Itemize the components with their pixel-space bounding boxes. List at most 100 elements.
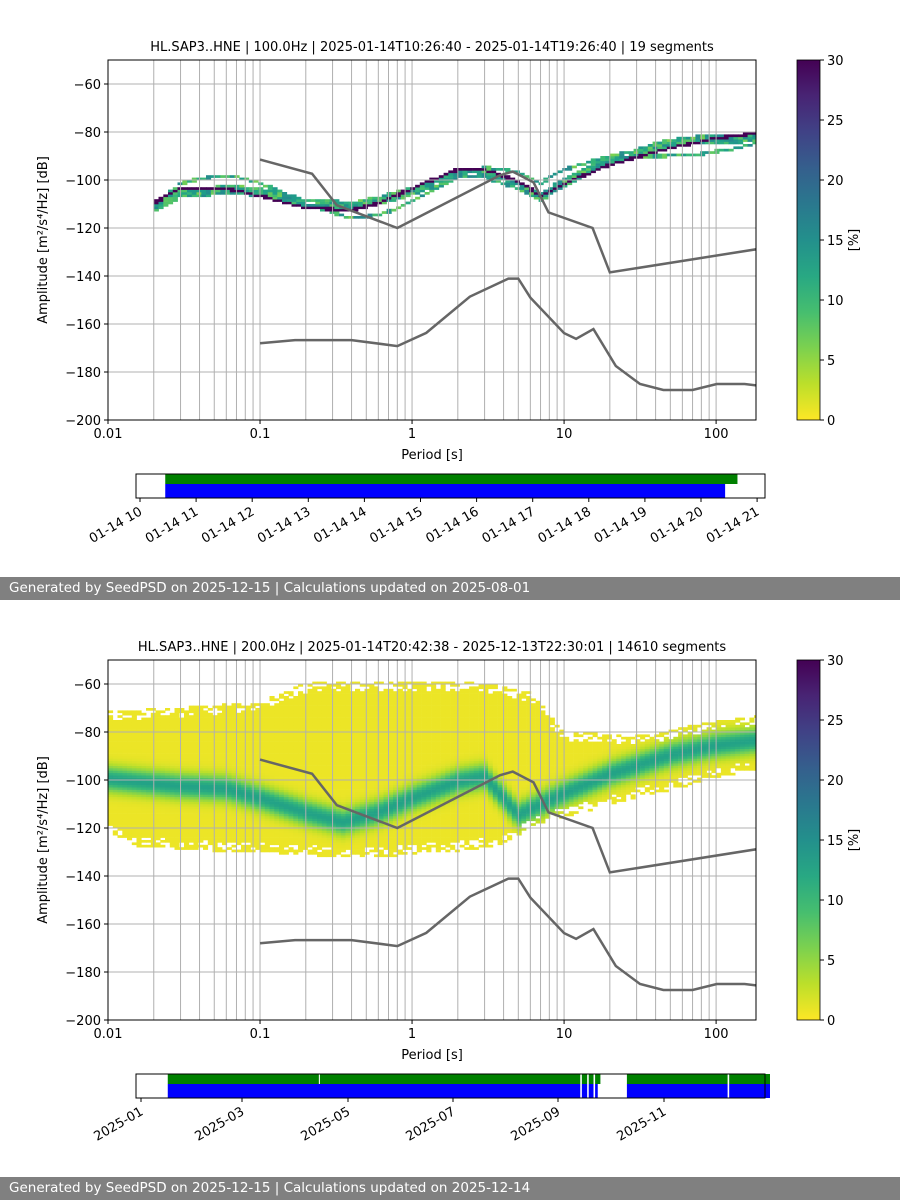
density-cell: [340, 780, 346, 783]
density-cell: [453, 170, 459, 174]
density-cell: [193, 732, 199, 735]
density-cell: [421, 828, 427, 831]
density-cell: [336, 811, 342, 814]
density-cell: [207, 729, 213, 733]
density-cell: [198, 768, 204, 771]
density-cell: [193, 758, 199, 762]
density-cell: [248, 189, 254, 193]
density-cell: [336, 792, 342, 795]
density-cell: [340, 789, 346, 793]
density-cell: [188, 801, 194, 805]
density-cell: [426, 763, 432, 766]
density-cell: [421, 722, 427, 726]
density-cell: [345, 828, 351, 831]
density-cell: [179, 777, 185, 781]
density-cell: [416, 813, 422, 817]
density-cell: [241, 717, 247, 721]
density-cell: [127, 739, 133, 742]
density-cell: [438, 177, 444, 181]
density-cell: [340, 698, 346, 702]
density-cell: [108, 724, 114, 728]
density-cell: [225, 187, 231, 190]
density-cell: [255, 806, 261, 810]
density-cell: [317, 823, 323, 826]
density-cell: [241, 840, 247, 843]
ppsd-panel-1: HL.SAP3..HNE | 100.0Hz | 2025-01-14T10:2…: [36, 40, 862, 547]
density-cell: [374, 777, 380, 781]
density-cell: [160, 756, 166, 759]
density-cell: [174, 840, 180, 843]
density-cell: [141, 794, 147, 798]
density-cell: [364, 708, 370, 711]
density-cell: [421, 787, 427, 790]
density-cell: [108, 770, 114, 774]
density-cell: [345, 729, 351, 733]
density-cell: [369, 722, 375, 726]
density-cell: [524, 184, 530, 188]
density-cell: [298, 758, 304, 762]
density-cell: [350, 715, 356, 718]
density-cell: [131, 729, 137, 733]
density-cell: [340, 703, 346, 706]
density-cell: [272, 189, 278, 193]
density-cell: [160, 825, 166, 829]
density-cell: [321, 686, 327, 690]
density-cell: [369, 729, 375, 733]
density-cell: [127, 772, 133, 776]
density-cell: [298, 684, 304, 687]
density-cell: [241, 736, 247, 740]
density-cell: [217, 837, 223, 841]
density-cell: [260, 775, 266, 778]
density-cell: [495, 180, 501, 183]
density-cell: [222, 758, 228, 762]
density-cell: [283, 698, 289, 702]
density-cell: [207, 801, 213, 805]
density-cell: [317, 703, 323, 706]
density-cell: [412, 724, 418, 728]
density-cell: [141, 830, 147, 834]
density-cell: [226, 820, 232, 824]
density-cell: [191, 194, 197, 198]
density-cell: [193, 708, 199, 711]
density-cell: [359, 770, 365, 774]
density-cell: [117, 744, 123, 747]
density-cell: [283, 825, 289, 829]
density-cell: [662, 146, 668, 150]
density-cell: [312, 691, 318, 694]
density-cell: [317, 715, 323, 718]
density-cell: [364, 727, 370, 730]
density-cell: [184, 811, 190, 814]
density-cell: [277, 189, 283, 193]
density-cell: [340, 854, 346, 858]
density-cell: [355, 804, 361, 807]
density-cell: [283, 808, 289, 812]
density-cell: [369, 835, 375, 838]
density-cell: [222, 772, 228, 776]
density-cell: [378, 751, 384, 754]
density-cell: [343, 216, 349, 219]
density-cell: [131, 763, 137, 766]
density-cell: [127, 717, 133, 721]
density-cell: [279, 775, 285, 778]
density-cell: [112, 729, 118, 733]
density-cell: [412, 698, 418, 702]
density-cell: [317, 837, 323, 841]
density-cell: [340, 801, 346, 805]
density-cell: [236, 823, 242, 826]
density-cell: [122, 801, 128, 805]
density-cell: [136, 823, 142, 826]
density-cell: [165, 765, 171, 769]
density-cell: [207, 830, 213, 834]
density-cell: [381, 199, 387, 202]
density-cell: [253, 192, 259, 195]
density-cell: [628, 158, 634, 162]
density-cell: [336, 852, 342, 855]
density-cell: [231, 796, 237, 800]
density-cell: [179, 768, 185, 771]
density-cell: [217, 825, 223, 829]
density-cell: [279, 794, 285, 798]
density-cell: [112, 775, 118, 778]
density-cell: [179, 756, 185, 759]
density-cell: [174, 806, 180, 810]
density-cell: [188, 720, 194, 723]
